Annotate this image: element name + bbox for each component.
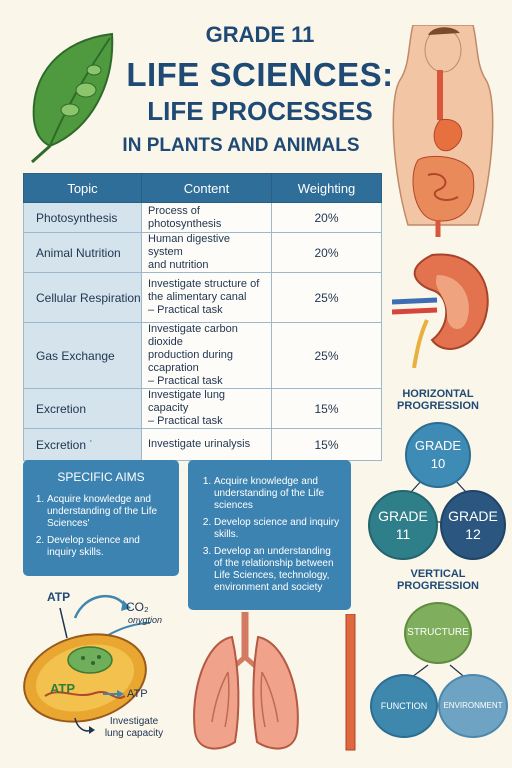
content-line: – Practical task bbox=[148, 304, 223, 316]
horizontal-title-line: HORIZONTAL bbox=[402, 388, 474, 400]
node-line: GRADE bbox=[378, 508, 428, 524]
aim-item: Develop science and inquiry skills. bbox=[47, 535, 169, 559]
weight-cell: 20% bbox=[271, 202, 382, 233]
node-line: GRADE bbox=[448, 508, 498, 524]
atp-label-top: ATP bbox=[47, 590, 71, 604]
caption-line: Investigate bbox=[109, 716, 159, 727]
content-cell: Investigate structure of the alimentary c… bbox=[141, 272, 272, 323]
table-row: Cellular Respiration Investigate structu… bbox=[23, 272, 382, 323]
aims-box-2: Acquire knowledge and understanding of t… bbox=[188, 460, 351, 610]
aim-item: Acquire knowledge and understanding of t… bbox=[214, 476, 341, 512]
aims-list-2: Acquire knowledge and understanding of t… bbox=[200, 476, 341, 594]
table-header-row: Topic Content Weighting bbox=[23, 173, 382, 203]
topic-cell: Excretion ˙ bbox=[23, 428, 142, 461]
node-line: 10 bbox=[430, 456, 446, 471]
node-line: GRADE bbox=[414, 438, 462, 453]
horizontal-progression-title: HORIZONTAL PROGRESSION bbox=[383, 388, 493, 412]
node-label: ENVIRONMENT bbox=[443, 701, 503, 710]
atp-label-right: ATP bbox=[127, 688, 148, 700]
node-line: 11 bbox=[395, 526, 411, 542]
cell-mitochondrion-icon bbox=[23, 594, 151, 734]
trachea-tube-icon bbox=[345, 614, 356, 751]
function-node: FUNCTION bbox=[370, 674, 438, 738]
weight-cell: 15% bbox=[271, 388, 382, 429]
subtitle: LIFE PROCESSES bbox=[147, 96, 373, 126]
content-cell: Investigate lung capacity – Practical tas… bbox=[141, 388, 272, 429]
kidney-icon bbox=[392, 253, 489, 368]
topic-cell: Animal Nutrition bbox=[23, 232, 142, 273]
content-line: – Practical task bbox=[148, 375, 223, 387]
vertical-title-line: VERTICAL bbox=[410, 568, 466, 580]
digestive-system-icon bbox=[392, 25, 494, 237]
subtitle-2: IN PLANTS AND ANIMALS bbox=[122, 135, 360, 156]
content-line: Human digestive system bbox=[148, 233, 230, 258]
grade-12-node: GRADE 12 bbox=[440, 490, 506, 560]
content-line: production during ccapration bbox=[148, 349, 234, 374]
weight-cell: 20% bbox=[271, 232, 382, 273]
co2-label: CO₂ bbox=[126, 600, 149, 614]
topic-cell: Gas Exchange bbox=[23, 322, 142, 389]
aim-item: Acquire knowledge and understanding of t… bbox=[47, 494, 169, 530]
node-label: STRUCTURE bbox=[407, 627, 469, 638]
content-line: the alimentary canal bbox=[148, 291, 247, 303]
weight-cell: 25% bbox=[271, 322, 382, 389]
table-row: Gas Exchange Investigate carbon dioxide p… bbox=[23, 322, 382, 389]
weight-cell: 25% bbox=[271, 272, 382, 323]
node-line: 12 bbox=[465, 526, 481, 542]
grade-10-node: GRADE 10 bbox=[405, 422, 471, 488]
oxygen-label: onygtion bbox=[128, 615, 163, 625]
grade-heading: GRADE 11 bbox=[205, 22, 315, 47]
specific-aims-heading: SPECIFIC AIMS bbox=[57, 470, 145, 484]
content-cell: Investigate carbon dioxide production dur… bbox=[141, 322, 272, 389]
header-content: Content bbox=[141, 173, 272, 203]
table-row: Excretion Investigate lung capacity – Pra… bbox=[23, 388, 382, 429]
atp-label-inner: ATP bbox=[50, 681, 76, 696]
node-label: FUNCTION bbox=[380, 701, 428, 711]
content-cell: Process of photosynthesis bbox=[141, 202, 272, 233]
vertical-progression-title: VERTICAL PROGRESSION bbox=[383, 568, 493, 592]
content-line: Process of photosynthesis bbox=[148, 204, 222, 230]
lungs-icon bbox=[193, 612, 299, 750]
content-line: Investigate lung capacity bbox=[148, 389, 226, 414]
table-row: Animal Nutrition Human digestive system a… bbox=[23, 232, 382, 273]
table-row: Excretion ˙ Investigate urinalysis 15% bbox=[23, 428, 382, 461]
content-line: Investigate structure of bbox=[148, 278, 260, 290]
horizontal-title-line: PROGRESSION bbox=[397, 400, 479, 412]
weight-cell: 15% bbox=[271, 428, 382, 461]
leaf-icon bbox=[31, 32, 114, 164]
topic-cell: Excretion bbox=[23, 388, 142, 429]
cell-caption: Investigate lung capacity bbox=[98, 716, 170, 740]
content-line: Investigate carbon dioxide bbox=[148, 323, 238, 348]
topic-cell: Cellular Respiration bbox=[23, 272, 142, 323]
aim-item: Develop science and inquiry skills. bbox=[214, 517, 341, 541]
content-line: and nutrition bbox=[148, 259, 209, 271]
content-cell: Investigate urinalysis bbox=[141, 428, 272, 461]
topics-table: Topic Content Weighting Photosynthesis P… bbox=[23, 173, 382, 461]
header-topic: Topic bbox=[23, 173, 142, 203]
aims-list: Acquire knowledge and understanding of t… bbox=[33, 494, 169, 559]
structure-node: STRUCTURE bbox=[404, 602, 472, 664]
content-line: Investigate urinalysis bbox=[148, 438, 251, 450]
caption-line: lung capacity bbox=[104, 728, 164, 739]
grade-11-node: GRADE 11 bbox=[368, 490, 438, 560]
vertical-title-line: PROGRESSION bbox=[397, 580, 479, 592]
content-cell: Human digestive system and nutrition bbox=[141, 232, 272, 273]
main-title: LIFE SCIENCES: bbox=[126, 56, 394, 93]
aim-item: Develop an understanding of the relation… bbox=[214, 546, 341, 594]
specific-aims-box: SPECIFIC AIMS Acquire knowledge and unde… bbox=[23, 460, 179, 576]
table-row: Photosynthesis Process of photosynthesis… bbox=[23, 202, 382, 233]
topic-cell: Photosynthesis bbox=[23, 202, 142, 233]
content-line: – Practical task bbox=[148, 415, 223, 427]
environment-node: ENVIRONMENT bbox=[438, 674, 508, 738]
header-weighting: Weighting bbox=[271, 173, 382, 203]
